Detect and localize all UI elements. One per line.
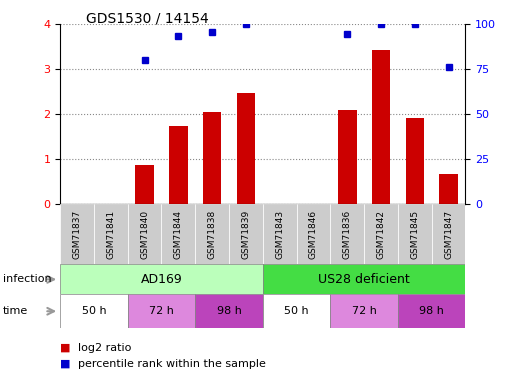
Bar — [331, 204, 364, 264]
Bar — [60, 264, 263, 294]
Bar — [398, 204, 431, 264]
Text: 98 h: 98 h — [419, 306, 444, 316]
Bar — [128, 204, 162, 264]
Bar — [60, 294, 128, 328]
Text: 72 h: 72 h — [351, 306, 377, 316]
Bar — [297, 204, 331, 264]
Text: percentile rank within the sample: percentile rank within the sample — [78, 359, 266, 369]
Text: GDS1530 / 14154: GDS1530 / 14154 — [86, 11, 209, 25]
Text: ■: ■ — [60, 343, 71, 353]
Text: GSM71845: GSM71845 — [411, 210, 419, 259]
Bar — [398, 294, 465, 328]
Text: GSM71841: GSM71841 — [106, 210, 115, 259]
Text: 50 h: 50 h — [285, 306, 309, 316]
Text: GSM71837: GSM71837 — [73, 210, 82, 259]
Bar — [236, 93, 255, 204]
Text: AD169: AD169 — [141, 273, 183, 286]
Bar — [203, 112, 221, 204]
Text: US28 deficient: US28 deficient — [319, 273, 410, 286]
Text: GSM71840: GSM71840 — [140, 210, 149, 259]
Bar — [338, 110, 357, 204]
Bar — [263, 294, 331, 328]
Text: GSM71842: GSM71842 — [377, 210, 385, 259]
Text: GSM71836: GSM71836 — [343, 210, 352, 259]
Text: GSM71838: GSM71838 — [208, 210, 217, 259]
Bar — [439, 174, 458, 204]
Text: time: time — [3, 306, 28, 316]
Bar — [94, 204, 128, 264]
Text: log2 ratio: log2 ratio — [78, 343, 132, 353]
Bar — [162, 204, 195, 264]
Bar — [364, 204, 398, 264]
Text: GSM71839: GSM71839 — [242, 210, 251, 259]
Bar — [169, 126, 188, 204]
Bar — [195, 204, 229, 264]
Bar — [195, 294, 263, 328]
Text: infection: infection — [3, 274, 51, 284]
Bar — [431, 204, 465, 264]
Bar — [263, 264, 465, 294]
Text: GSM71847: GSM71847 — [444, 210, 453, 259]
Bar — [60, 204, 94, 264]
Text: GSM71843: GSM71843 — [275, 210, 284, 259]
Bar — [372, 51, 390, 204]
Bar — [331, 294, 398, 328]
Text: GSM71846: GSM71846 — [309, 210, 318, 259]
Text: GSM71844: GSM71844 — [174, 210, 183, 259]
Text: 72 h: 72 h — [149, 306, 174, 316]
Bar — [229, 204, 263, 264]
Bar — [405, 117, 424, 204]
Text: 98 h: 98 h — [217, 306, 242, 316]
Bar — [128, 294, 195, 328]
Bar — [135, 165, 154, 204]
Text: ■: ■ — [60, 359, 71, 369]
Bar — [263, 204, 297, 264]
Text: 50 h: 50 h — [82, 306, 106, 316]
